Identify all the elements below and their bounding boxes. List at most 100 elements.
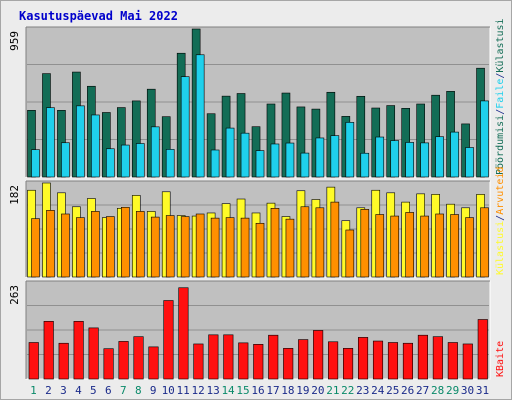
- x-tick-20: 20: [311, 384, 324, 397]
- x-tick-23: 23: [356, 384, 369, 397]
- bar-pages-hits-s1-d4: [76, 217, 85, 278]
- bar-pages-hits-s1-d8: [135, 211, 145, 278]
- bar-visits-files-s1-d1: [31, 149, 40, 178]
- x-tick-8: 8: [135, 384, 142, 397]
- x-tick-26: 26: [401, 384, 414, 397]
- bar-visits-files-s1-d16: [255, 150, 265, 178]
- bar-kbytes-s0-d30: [462, 343, 473, 380]
- bar-kbytes-s0-d17: [268, 334, 279, 380]
- legend-visits-files-0: Pöördumisi: [495, 115, 506, 175]
- x-tick-6: 6: [105, 384, 112, 397]
- bar-pages-hits-s1-d24: [375, 214, 385, 278]
- bar-visits-files-s1-d6: [106, 148, 115, 178]
- max-label-visits-files: 959: [8, 31, 21, 51]
- bar-visits-files-s1-d3: [61, 142, 70, 178]
- bar-visits-files-s1-d17: [270, 143, 280, 178]
- bar-visits-files-s1-d25: [390, 140, 400, 178]
- bar-kbytes-s0-d16: [253, 344, 264, 380]
- x-tick-17: 17: [266, 384, 279, 397]
- bar-visits-files-s1-d2: [46, 107, 55, 178]
- chart-title: Kasutuspäevad Mai 2022: [19, 9, 178, 23]
- right-labels-kbytes: KBaite: [495, 341, 506, 377]
- bar-kbytes-s0-d13: [208, 334, 219, 380]
- legend-pages-hits-1: /: [495, 215, 506, 221]
- bar-pages-hits-s1-d30: [465, 217, 474, 278]
- bar-kbytes-s0-d31: [477, 319, 488, 380]
- bar-pages-hits-s1-d2: [46, 210, 55, 278]
- bar-kbytes-s0-d14: [223, 334, 234, 380]
- bar-visits-files-s1-d23: [360, 152, 370, 178]
- x-tick-7: 7: [120, 384, 127, 397]
- right-labels-pages-hits: Külastusi/Arvuteid: [495, 167, 506, 275]
- bar-visits-files-s1-d31: [480, 100, 489, 178]
- x-tick-11: 11: [177, 384, 190, 397]
- bar-visits-files-s1-d21: [330, 135, 340, 178]
- bar-kbytes-s0-d29: [447, 342, 458, 380]
- bar-visits-files-s1-d9: [150, 126, 160, 178]
- bar-kbytes-s0-d1: [28, 342, 39, 380]
- bar-visits-files-s1-d29: [450, 131, 459, 178]
- bar-kbytes-s0-d10: [163, 300, 174, 380]
- bar-kbytes-s0-d18: [283, 348, 294, 380]
- bar-kbytes-s0-d24: [372, 340, 384, 380]
- bar-kbytes-s0-d22: [343, 348, 354, 380]
- bar-pages-hits-s1-d18: [285, 218, 295, 278]
- bar-kbytes-s0-d23: [357, 337, 369, 380]
- bar-pages-hits-s1-d12: [195, 213, 205, 278]
- bar-pages-hits-s1-d1: [31, 218, 40, 278]
- x-tick-31: 31: [476, 384, 489, 397]
- bar-kbytes-s0-d21: [328, 341, 339, 380]
- x-tick-24: 24: [371, 384, 385, 397]
- bar-kbytes-s0-d27: [417, 334, 428, 380]
- bar-pages-hits-s1-d14: [225, 217, 235, 278]
- bar-visits-files-s1-d7: [121, 144, 130, 178]
- x-tick-1: 1: [30, 384, 37, 397]
- x-tick-10: 10: [162, 384, 175, 397]
- legend-visits-files-1: /: [495, 109, 506, 115]
- bar-visits-files-s1-d8: [135, 143, 145, 178]
- bar-pages-hits-s1-d16: [255, 222, 265, 278]
- bar-visits-files-s1-d11: [180, 76, 190, 178]
- right-labels-visits-files: Pöördumisi/Faile/Külastusi: [495, 18, 506, 175]
- x-tick-13: 13: [206, 384, 219, 397]
- bar-pages-hits-s1-d28: [435, 213, 444, 278]
- bar-pages-hits-s1-d29: [450, 214, 459, 278]
- bar-pages-hits-s1-d5: [91, 211, 100, 278]
- bar-kbytes-s0-d20: [313, 330, 324, 380]
- bar-kbytes-s0-d26: [402, 342, 413, 380]
- x-tick-14: 14: [221, 384, 235, 397]
- legend-visits-files-3: /: [495, 73, 506, 79]
- bar-pages-hits-s1-d25: [390, 215, 400, 278]
- bar-pages-hits-s1-d26: [405, 212, 414, 278]
- x-tick-28: 28: [431, 384, 444, 397]
- bar-pages-hits-s1-d11: [180, 216, 190, 278]
- x-tick-9: 9: [150, 384, 157, 397]
- bar-visits-files-s1-d30: [465, 147, 474, 178]
- x-tick-25: 25: [386, 384, 399, 397]
- bar-pages-hits-s1-d3: [61, 213, 70, 278]
- bar-pages-hits-s1-d21: [330, 201, 340, 278]
- bar-kbytes-s0-d28: [432, 336, 443, 380]
- bar-visits-files-s1-d12: [195, 54, 205, 178]
- x-tick-22: 22: [341, 384, 354, 397]
- max-label-pages-hits: 182: [8, 185, 21, 205]
- x-tick-2: 2: [45, 384, 52, 397]
- x-tick-18: 18: [281, 384, 294, 397]
- bar-kbytes-s0-d11: [178, 287, 189, 380]
- bar-visits-files-s1-d26: [405, 142, 414, 178]
- bar-kbytes-s0-d6: [103, 348, 114, 380]
- bar-pages-hits-s1-d17: [270, 208, 280, 278]
- x-tick-30: 30: [461, 384, 474, 397]
- x-tick-19: 19: [296, 384, 309, 397]
- bar-visits-files-s1-d24: [375, 136, 385, 178]
- x-tick-27: 27: [416, 384, 429, 397]
- bar-kbytes-s0-d19: [298, 339, 309, 380]
- bar-visits-files-s1-d15: [240, 132, 250, 178]
- bar-kbytes-s0-d25: [387, 342, 399, 380]
- x-tick-12: 12: [192, 384, 205, 397]
- bar-pages-hits-s1-d15: [240, 217, 250, 278]
- bar-kbytes-s0-d12: [193, 343, 204, 380]
- bar-pages-hits-s1-d20: [315, 207, 325, 278]
- bar-pages-hits-s1-d23: [360, 209, 370, 278]
